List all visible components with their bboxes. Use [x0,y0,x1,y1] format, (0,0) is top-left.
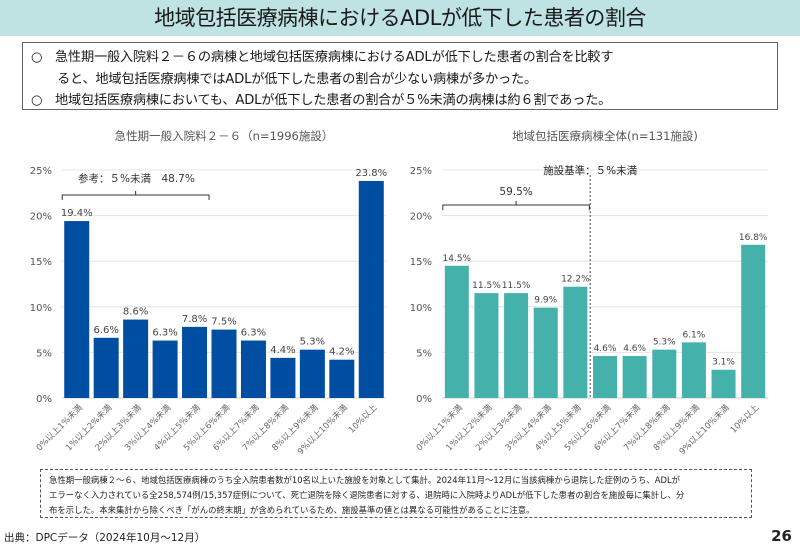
left-x-tick-label: 9%以上10%未満 [295,402,350,457]
right-data-label: 16.8% [739,233,768,243]
right-bar [652,349,677,398]
right-data-label: 4.6% [623,344,646,354]
left-data-label: 4.4% [270,345,295,356]
right-data-label: 5.3% [653,338,676,348]
right-chart-title: 地域包括医療病棟全体(n=131施設) [512,129,698,143]
left-data-label: 23.8% [355,168,387,179]
left-bar [358,180,384,398]
right-bar [711,369,736,398]
right-bar [681,342,706,398]
right-bar [533,307,558,398]
left-y-tick-label: 0% [36,394,52,405]
right-bracket [442,201,590,210]
left-bar [64,221,90,398]
circle-bullet-icon: ○ [31,93,43,108]
left-bar [329,359,355,398]
note-line-3: 布を示した。本来集計から除くべき「がんの終末期」が含められているため、施設基準の… [49,505,535,515]
left-data-label: 4.2% [329,347,354,358]
right-bar [444,265,469,398]
right-bracket-label: 59.5% [499,186,532,198]
right-data-label: 9.9% [534,296,557,306]
left-bar [93,337,119,398]
note-line-2: エラーなく入力されている全258,574例/15,357症例について、死亡退院を… [49,490,685,500]
right-x-tick-label: 9%以上10%未満 [677,402,732,457]
right-y-tick-label: 15% [410,257,432,268]
charts-canvas: 0%5%10%15%20%25%19.4%0%以上1%未満6.6%1%以上2%未… [30,164,768,457]
right-threshold-label: 施設基準：５%未満 [543,164,637,177]
right-bar [593,356,617,398]
notes-box: 急性期一般病棟２～６、地域包括医療病棟のうち全入院患者数が10名以上いた施設を対… [40,469,752,518]
note-line-1: 急性期一般病棟２～６、地域包括医療病棟のうち全入院患者数が10名以上いた施設を対… [49,475,680,485]
right-y-tick-label: 10% [410,303,432,314]
summary-line-1: ○ 急性期一般入院料２－６の病棟と地域包括医療病棟におけるADLが低下した患者の割… [31,46,614,65]
summary-box: ○ 急性期一般入院料２－６の病棟と地域包括医療病棟におけるADLが低下した患者の割… [22,42,778,110]
left-data-label: 8.6% [123,307,148,318]
left-chart-title: 急性期一般入院料２－６（n=1996施設） [114,129,334,143]
left-y-tick-label: 5% [36,348,52,359]
right-y-tick-label: 5% [416,348,432,359]
left-data-label: 5.3% [300,337,325,348]
right-bar [474,293,499,398]
left-x-tick-label: 10%以上 [347,403,380,436]
left-data-label: 6.6% [93,325,118,336]
left-bracket-label: 参考：５%未満 48.7% [78,172,195,185]
right-bar [563,286,588,398]
right-y-tick-label: 25% [410,166,432,177]
left-bar [299,349,325,398]
summary-line-3: ○ 地域包括医療病棟においても、ADLが低下した患者の割合が５%未満の病棟は約６割… [31,89,611,108]
left-data-label: 6.3% [241,328,266,339]
left-bar [211,329,237,398]
right-bar [741,244,766,398]
right-data-label: 14.5% [443,254,472,264]
page-number: 26 [771,527,792,545]
right-bar [622,356,647,398]
left-bracket [61,191,210,200]
right-y-tick-label: 20% [410,212,432,223]
right-data-label: 6.1% [682,330,705,340]
left-data-label: 7.8% [182,314,207,325]
right-data-label: 12.2% [561,275,590,285]
left-bar [240,340,266,398]
left-y-tick-label: 25% [30,166,52,177]
left-bar [152,340,178,398]
right-data-label: 11.5% [472,281,501,291]
right-data-label: 3.1% [712,358,735,368]
page-title: 地域包括医療病棟におけるADLが低下した患者の割合 [154,6,646,30]
right-x-tick-label: 10%以上 [729,403,762,436]
right-data-label: 11.5% [502,281,531,291]
left-y-tick-label: 20% [30,212,52,223]
summary-text: 地域包括医療病棟においても、ADLが低下した患者の割合が５%未満の病棟は約６割で… [55,93,612,108]
left-y-tick-label: 10% [30,303,52,314]
left-data-label: 6.3% [152,328,177,339]
circle-bullet-icon: ○ [31,50,43,65]
header-banner: 地域包括医療病棟におけるADLが低下した患者の割合 [0,0,800,36]
summary-line-2: ると、地域包括医療病棟ではADLが低下した患者の割合が少ない病棟が多かった。 [57,72,537,87]
left-bar [123,319,149,398]
right-y-tick-label: 0% [416,394,432,405]
left-bar [270,357,296,398]
left-y-tick-label: 15% [30,257,52,268]
right-data-label: 4.6% [594,344,617,354]
right-bar [504,293,529,398]
summary-text: 急性期一般入院料２－６の病棟と地域包括医療病棟におけるADLが低下した患者の割合… [55,50,614,65]
left-bar [182,326,208,398]
left-data-label: 7.5% [211,317,236,328]
source-citation: 出典：DPCデータ（2024年10月～12月） [4,532,206,544]
left-data-label: 19.4% [61,208,93,219]
